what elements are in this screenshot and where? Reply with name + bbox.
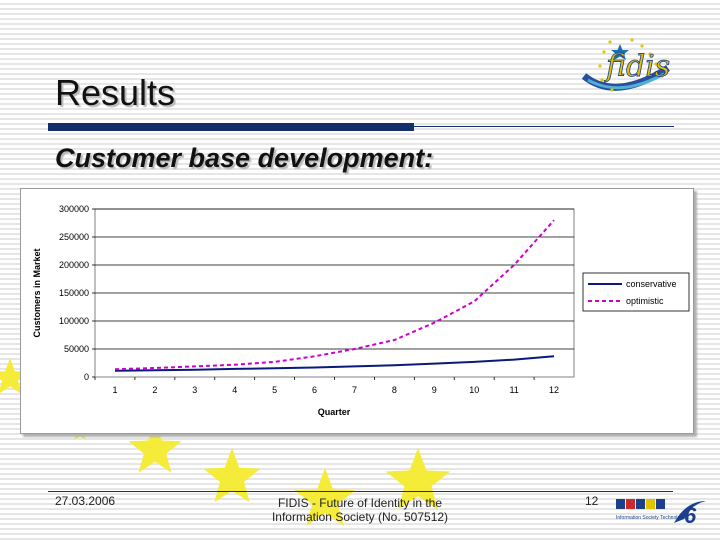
ist-logo-text: Information Society Technologies bbox=[616, 515, 690, 521]
legend: conservative optimistic bbox=[582, 272, 690, 312]
slide-subtitle: Customer base development: bbox=[55, 143, 434, 173]
x-tick-label: 5 bbox=[272, 385, 277, 395]
decorative-star bbox=[0, 358, 29, 395]
fidis-logo: fidis bbox=[581, 38, 671, 92]
x-tick-label: 8 bbox=[392, 385, 397, 395]
decorative-star bbox=[385, 448, 451, 510]
x-tick-label: 4 bbox=[232, 385, 237, 395]
legend-box bbox=[582, 272, 690, 312]
decorative-star bbox=[294, 468, 356, 526]
footer-date: 27.03.2006 bbox=[55, 494, 116, 508]
y-tick-label: 300000 bbox=[59, 204, 89, 214]
slide-title: Results bbox=[55, 72, 176, 113]
y-axis-label: Customers in Market bbox=[32, 248, 42, 337]
title-underline-bar bbox=[48, 123, 414, 131]
x-tick-label: 12 bbox=[549, 385, 559, 395]
x-axis-label: Quarter bbox=[318, 407, 351, 417]
svg-text:6: 6 bbox=[684, 503, 697, 527]
decorative-star bbox=[128, 422, 182, 473]
footer-project: FIDIS - Future of Identity in the Inform… bbox=[240, 496, 480, 524]
legend-optimistic-label: optimistic bbox=[626, 296, 664, 306]
x-tick-label: 6 bbox=[312, 385, 317, 395]
x-tick-label: 9 bbox=[432, 385, 437, 395]
x-tick-label: 10 bbox=[469, 385, 479, 395]
footer-divider bbox=[48, 491, 673, 492]
title-underline-line bbox=[414, 126, 674, 127]
x-tick-label: 1 bbox=[112, 385, 117, 395]
ist-logo: Information Society Technologies 6 bbox=[616, 499, 706, 527]
y-tick-label: 0 bbox=[84, 372, 89, 382]
fidis-logo-text: fidis bbox=[604, 49, 670, 84]
y-tick-label: 100000 bbox=[59, 316, 89, 326]
series-line-optimistic bbox=[114, 219, 555, 371]
y-tick-label: 150000 bbox=[59, 288, 89, 298]
y-tick-label: 50000 bbox=[64, 344, 89, 354]
x-tick-label: 11 bbox=[509, 385, 518, 395]
decorative-star bbox=[203, 448, 261, 503]
x-tick-label: 3 bbox=[192, 385, 197, 395]
series-line-conservative bbox=[114, 355, 555, 372]
footer-project-line2: Information Society (No. 507512) bbox=[271, 510, 449, 524]
y-tick-label: 250000 bbox=[59, 232, 89, 242]
footer-project-line1: FIDIS - Future of Identity in the bbox=[277, 496, 443, 510]
page-number: 12 bbox=[585, 494, 599, 508]
y-tick-label: 200000 bbox=[59, 260, 89, 270]
x-tick-label: 7 bbox=[352, 385, 357, 395]
x-tick-label: 2 bbox=[152, 385, 157, 395]
legend-conservative-label: conservative bbox=[626, 279, 677, 289]
